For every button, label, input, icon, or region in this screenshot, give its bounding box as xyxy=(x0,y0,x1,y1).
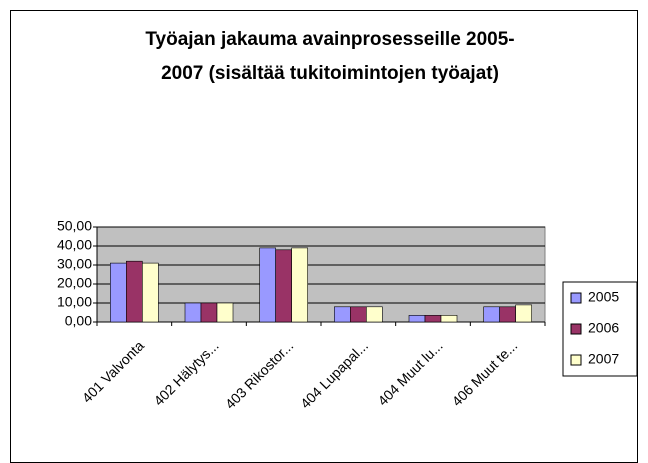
legend-swatch xyxy=(570,323,582,335)
y-tick-label: 20,00 xyxy=(57,275,92,291)
bar xyxy=(275,249,292,323)
bar xyxy=(350,306,367,323)
legend-label: 2005 xyxy=(588,289,619,305)
bar xyxy=(515,304,532,323)
bar xyxy=(110,262,127,323)
bar xyxy=(424,315,442,323)
bar xyxy=(259,247,276,323)
bar xyxy=(499,306,516,323)
chart-title: Työajan jakauma avainprosesseille 2005- xyxy=(145,29,514,50)
bar xyxy=(366,306,383,323)
y-tick-label: 10,00 xyxy=(57,294,92,310)
plot-area xyxy=(96,226,546,323)
y-tick-label: 40,00 xyxy=(57,237,92,253)
bar xyxy=(126,260,143,323)
bar xyxy=(440,315,458,323)
bar xyxy=(142,262,159,323)
y-tick-label: 30,00 xyxy=(57,256,92,272)
legend-label: 2007 xyxy=(588,351,619,367)
bar xyxy=(291,247,308,323)
bar xyxy=(216,302,234,323)
legend-swatch xyxy=(570,354,582,366)
y-tick-label: 0,00 xyxy=(65,313,92,329)
bar xyxy=(200,302,218,323)
bar xyxy=(408,315,426,323)
legend-swatch xyxy=(570,292,582,304)
bar xyxy=(334,306,351,323)
y-tick-label: 50,00 xyxy=(57,218,92,234)
bar xyxy=(483,306,500,323)
legend-label: 2006 xyxy=(588,320,619,336)
chart-title: 2007 (sisältää tukitoimintojen työajat) xyxy=(161,63,499,84)
bar xyxy=(184,302,202,323)
